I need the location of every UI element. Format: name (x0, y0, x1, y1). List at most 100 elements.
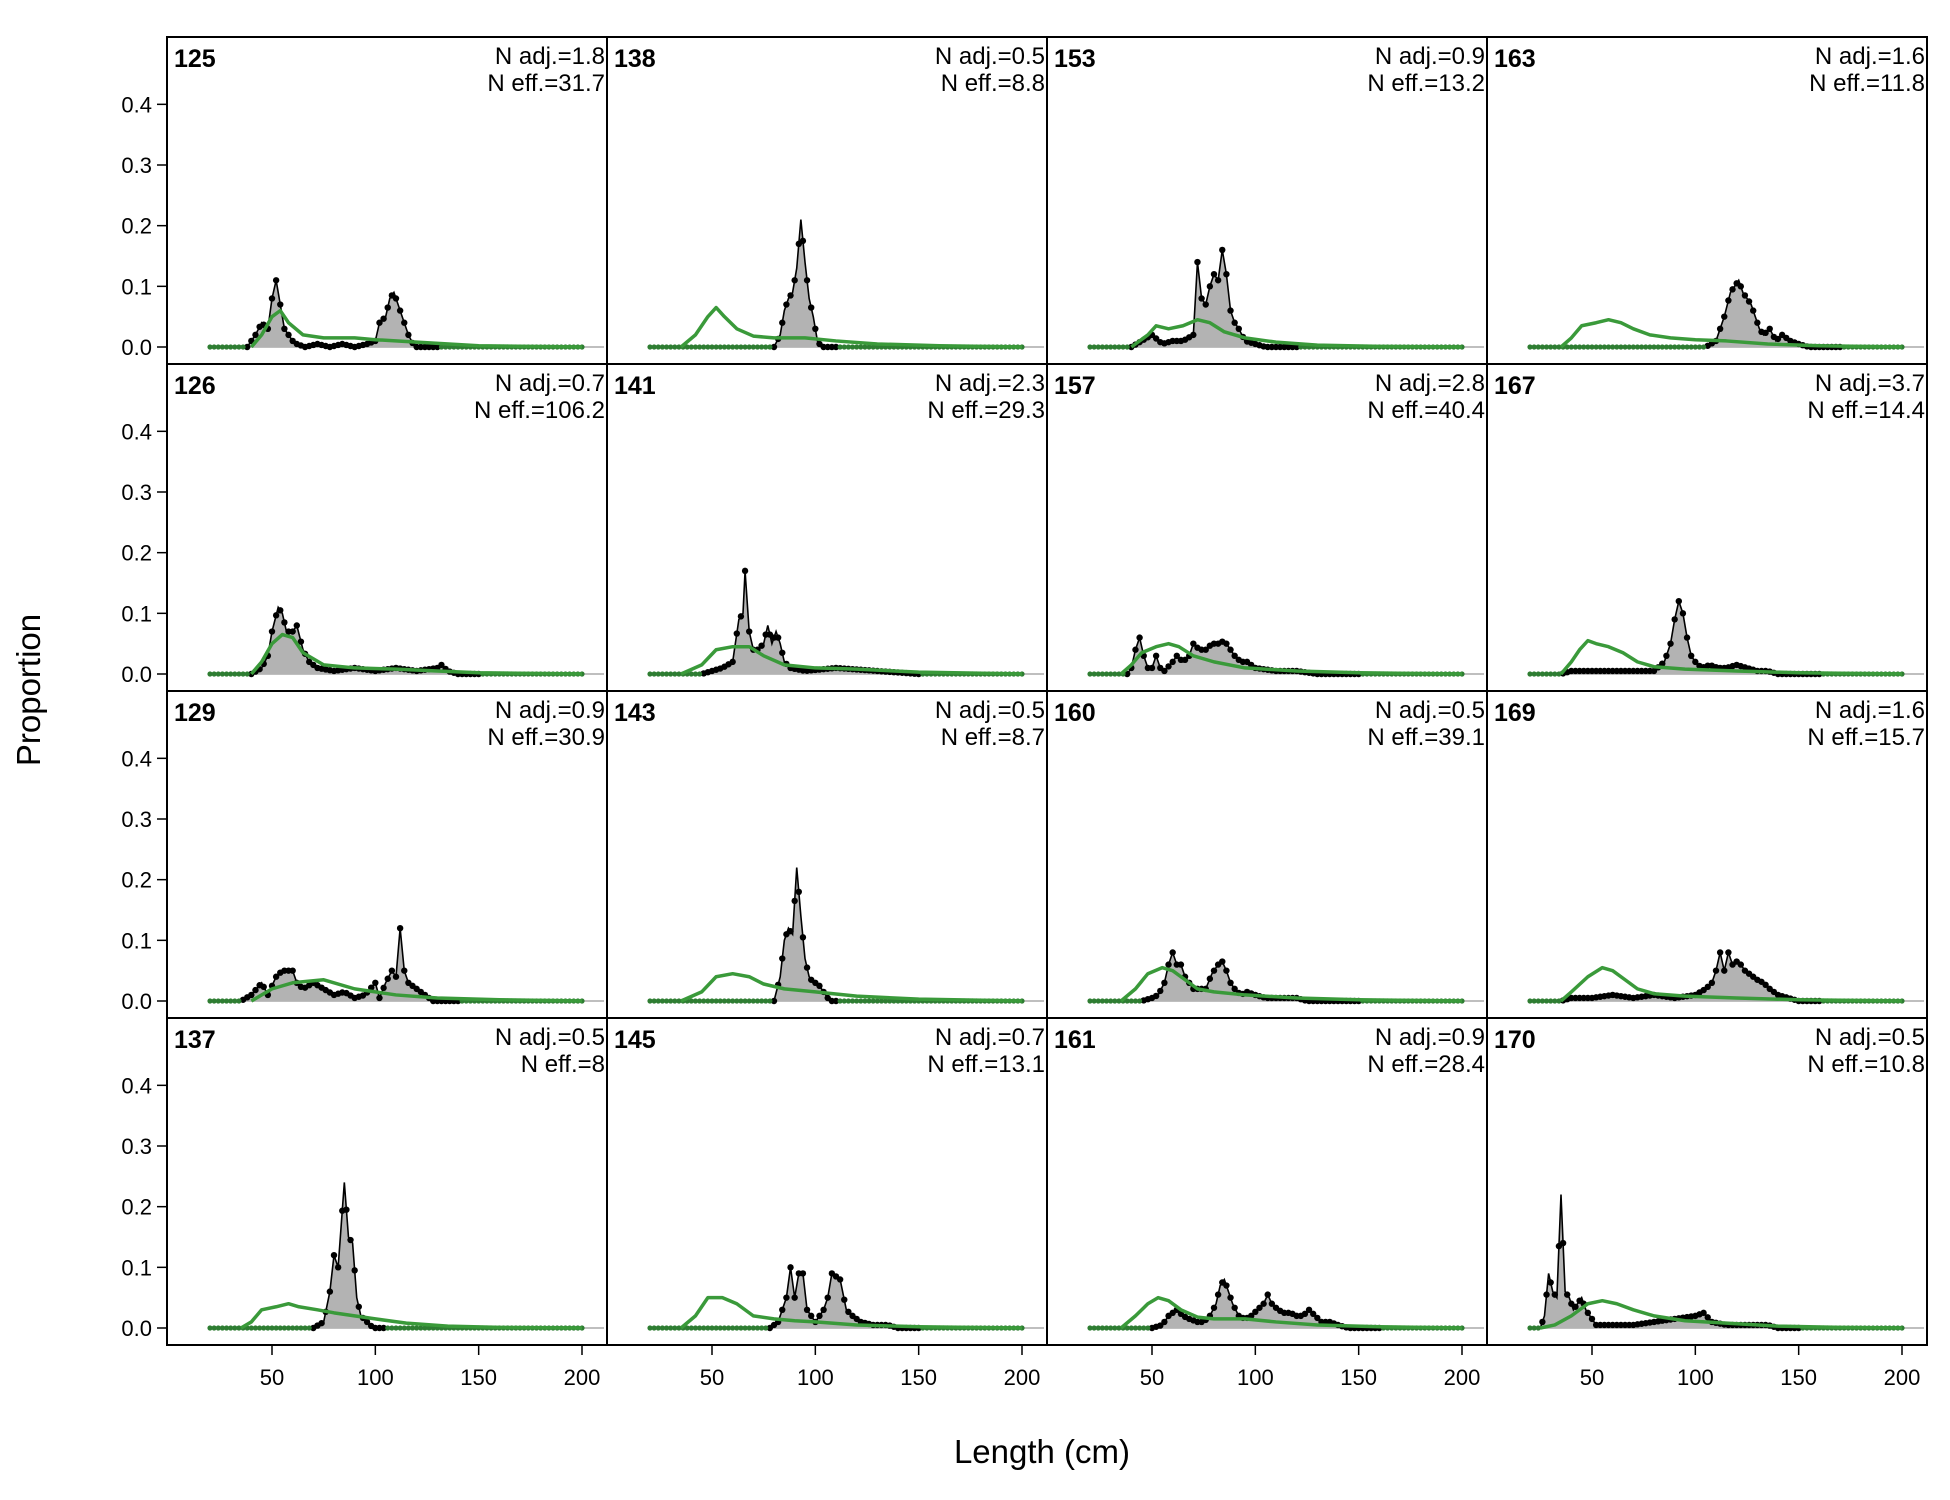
zero-point (1539, 671, 1545, 677)
n-adj-label: N adj.=0.9 (1375, 1024, 1485, 1051)
zero-point (709, 998, 715, 1004)
zero-point (730, 998, 736, 1004)
zero-point (725, 998, 732, 1004)
observed-point (1762, 329, 1769, 337)
zero-point (688, 998, 694, 1004)
n-adj-label: N adj.=0.5 (495, 1024, 605, 1051)
y-tick-label: 0.4 (121, 1073, 152, 1098)
zero-point (1663, 344, 1669, 350)
zero-point (397, 1325, 403, 1331)
n-adj-label: N adj.=0.7 (495, 370, 605, 397)
observed-area (774, 219, 836, 347)
zero-point (240, 671, 246, 677)
zero-point (232, 344, 238, 350)
observed-point (1165, 961, 1172, 968)
zero-point (1087, 344, 1093, 350)
zero-point (1091, 671, 1097, 677)
expected-line (250, 632, 583, 676)
zero-point (655, 344, 661, 350)
observed-point (1774, 335, 1782, 343)
zero-point (1552, 671, 1558, 677)
zero-point (285, 1325, 292, 1331)
observed-point (1675, 598, 1683, 605)
zero-point (754, 1325, 761, 1331)
n-eff-label: N eff.=31.7 (487, 70, 605, 97)
zero-point (1589, 344, 1595, 350)
zero-point (767, 344, 773, 350)
zero-point (692, 671, 699, 677)
panel-161: 161 N adj.=0.9N eff.=28.4 (1046, 1017, 1488, 1346)
observed-point (372, 979, 379, 986)
zero-point (236, 1325, 242, 1331)
observed-point (326, 1288, 334, 1295)
x-tick-label: 200 (564, 1365, 601, 1390)
zero-point (763, 344, 769, 350)
observed-point (1704, 983, 1711, 991)
n-adj-label: N adj.=0.5 (935, 697, 1045, 724)
observed-point (1716, 325, 1724, 332)
zero-point (725, 344, 732, 350)
n-eff-label: N eff.=30.9 (487, 724, 605, 751)
zero-point (663, 344, 670, 350)
zero-point (1112, 344, 1118, 350)
y-tick-label: 0.2 (121, 541, 152, 566)
observed-point (791, 1294, 798, 1301)
observed-point (1264, 1291, 1271, 1298)
panel-id: 157 (1054, 372, 1096, 400)
observed-point (1572, 1303, 1579, 1310)
observed-point (774, 634, 782, 641)
n-adj-label: N adj.=1.6 (1815, 697, 1925, 724)
observed-point (1210, 271, 1218, 278)
zero-point (701, 344, 707, 350)
zero-point (1103, 344, 1110, 350)
expected-line (680, 971, 1023, 1003)
zero-point (713, 1325, 719, 1331)
observed-area (1540, 1194, 1799, 1328)
zero-point (211, 344, 217, 350)
zero-point (219, 1325, 225, 1331)
observed-point (272, 277, 280, 284)
observed-point (368, 984, 375, 991)
zero-point (854, 344, 860, 350)
observed-point (1712, 967, 1720, 974)
zero-point (1087, 1325, 1093, 1331)
observed-point (277, 607, 284, 614)
n-adj-label: N adj.=0.5 (1375, 697, 1485, 724)
observed-point (1190, 640, 1197, 647)
n-eff-label: N eff.=40.4 (1367, 397, 1485, 424)
observed-point (808, 304, 815, 311)
x-axis-label: Length (cm) (954, 1433, 1130, 1470)
zero-point (713, 998, 719, 1004)
x-tick-label: 200 (1884, 1365, 1921, 1390)
zero-point (1527, 344, 1533, 350)
zero-point (1630, 344, 1636, 350)
zero-point (1680, 344, 1686, 350)
observed-point (401, 319, 408, 326)
observed-point (1136, 634, 1143, 641)
observed-point (1716, 949, 1724, 956)
observed-point (758, 642, 765, 649)
observed-point (787, 1264, 794, 1271)
zero-point (878, 998, 885, 1004)
observed-point (380, 984, 387, 992)
observed-point (1268, 1300, 1276, 1307)
zero-point (414, 1325, 420, 1331)
observed-point (1132, 646, 1139, 653)
zero-point (688, 344, 694, 350)
observed-point (832, 343, 840, 351)
observed-point (388, 967, 396, 974)
observed-point (803, 964, 811, 971)
zero-point (651, 344, 657, 350)
observed-point (293, 622, 300, 629)
zero-point (223, 998, 230, 1004)
zero-point (232, 998, 238, 1004)
expected-line (240, 1301, 583, 1330)
observed-point (787, 292, 794, 299)
zero-point (697, 998, 703, 1004)
n-eff-label: N eff.=8 (521, 1051, 605, 1078)
observed-point (1725, 949, 1732, 956)
y-tick-label: 0.0 (121, 1316, 152, 1341)
zero-point (1108, 1325, 1114, 1331)
zero-point (1108, 671, 1114, 677)
zero-point (215, 1325, 221, 1331)
